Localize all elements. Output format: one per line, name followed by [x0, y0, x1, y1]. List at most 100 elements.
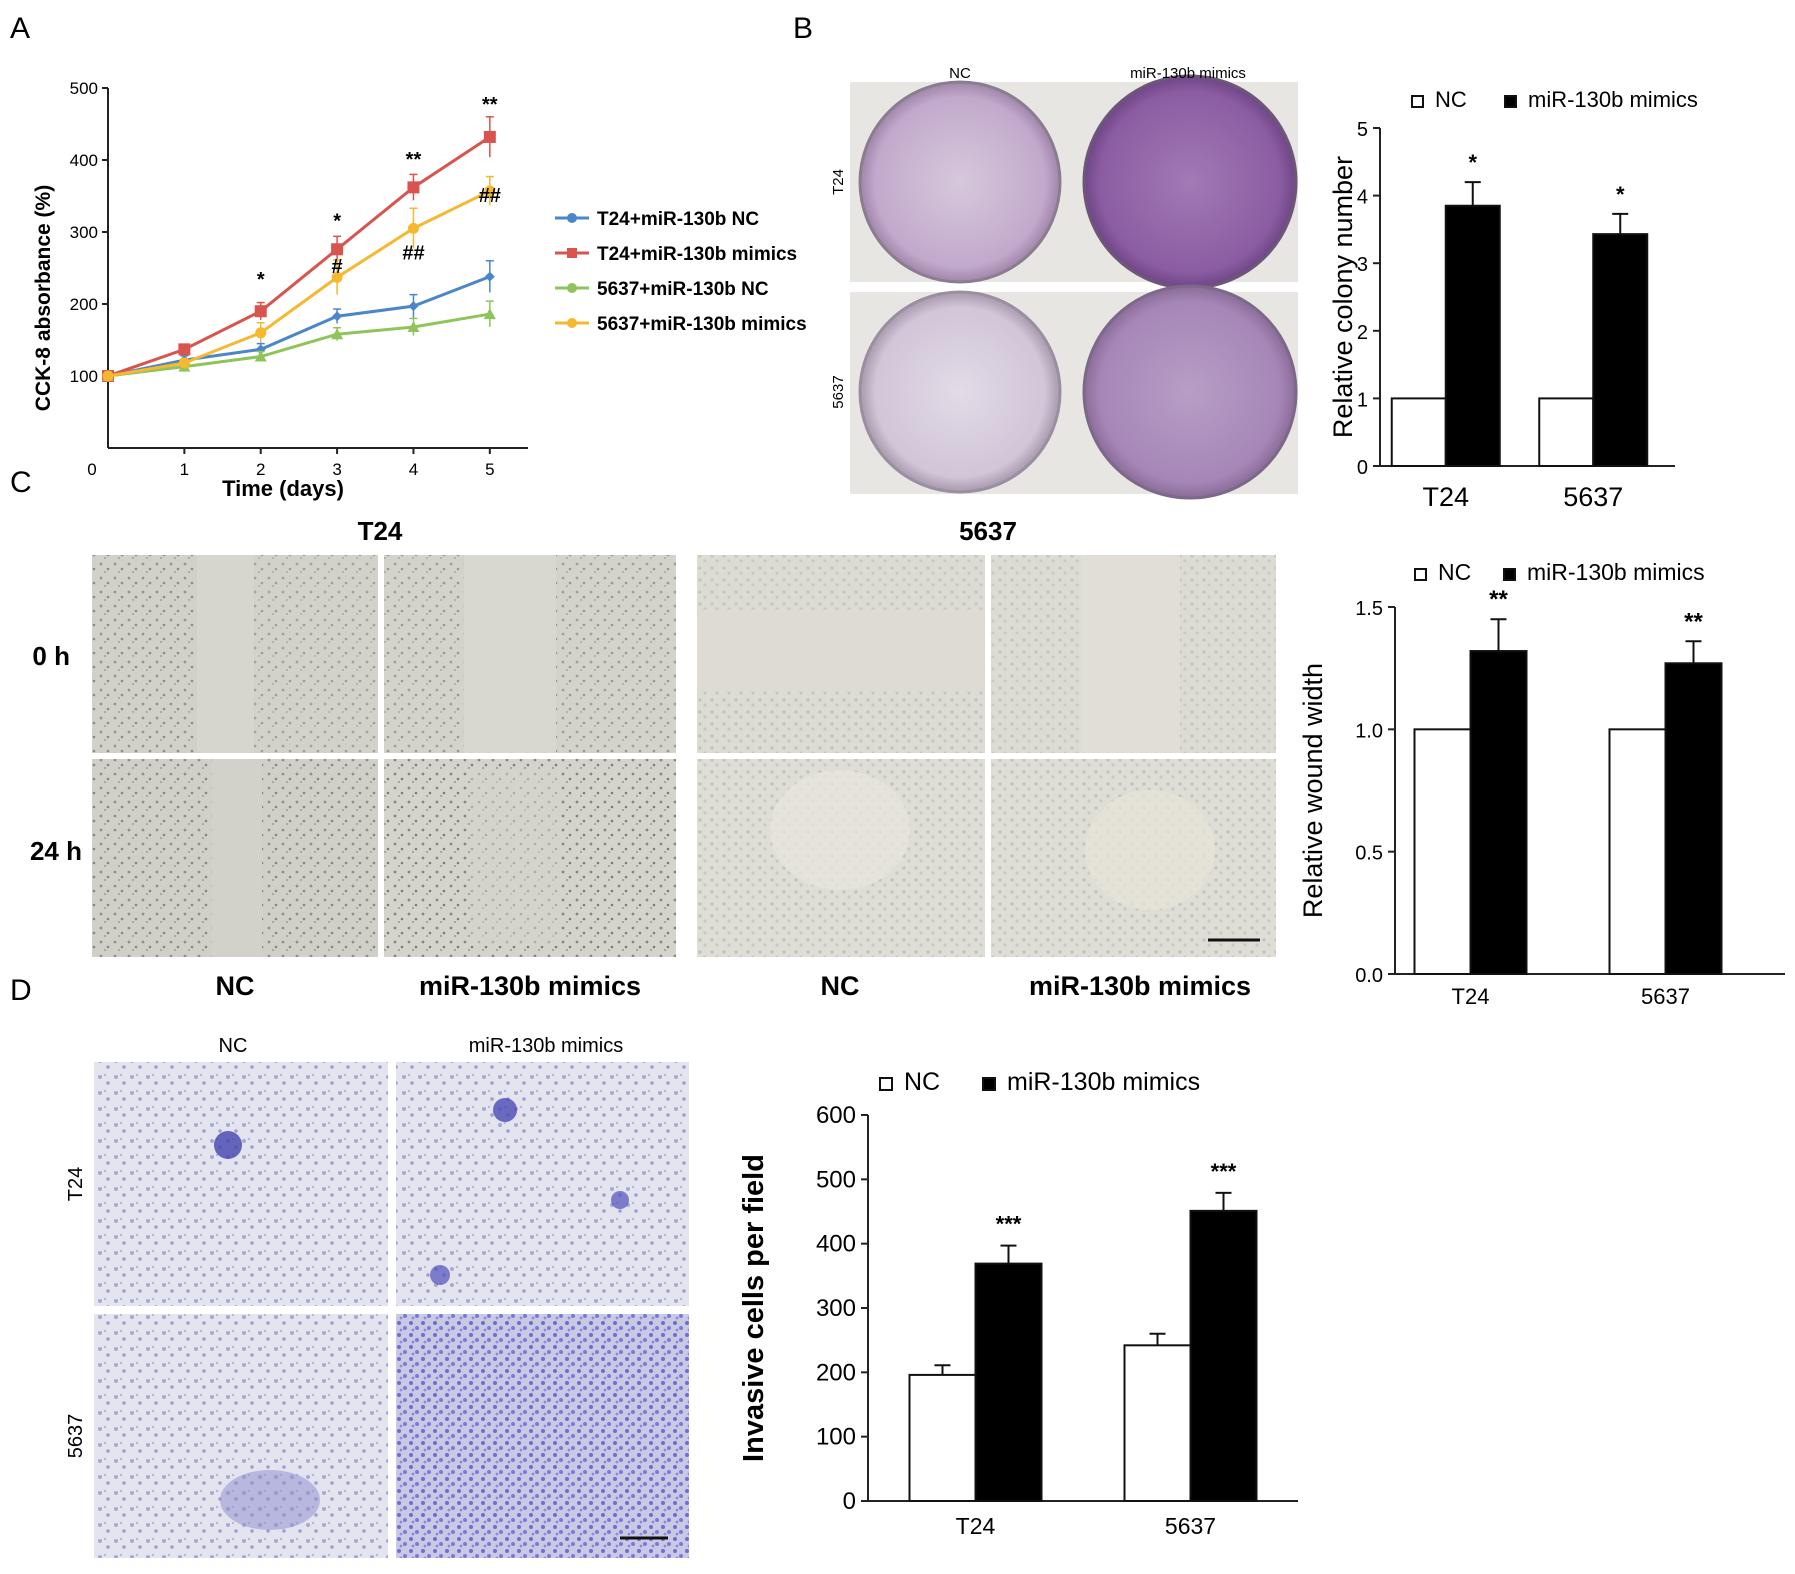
plate-t24-nc	[858, 80, 1062, 284]
cell-lawn-right	[556, 555, 676, 753]
bar	[1664, 662, 1723, 975]
wound-col-label-5637-mimics: miR-130b mimics	[1029, 971, 1251, 1001]
x-tick-label: 4	[409, 460, 418, 479]
cell-lawn-left	[384, 555, 464, 753]
y-tick-label: 0.0	[1355, 965, 1383, 987]
plate-5637-nc	[858, 290, 1062, 494]
data-point	[254, 350, 267, 362]
data-point	[331, 271, 343, 283]
panel-letter-d: D	[10, 974, 32, 1007]
y-tick-label: 2	[1357, 322, 1368, 344]
y-tick-label: 0	[843, 1488, 856, 1515]
plate-col-label-nc: NC	[949, 65, 971, 82]
significance-annotation: *	[257, 269, 265, 291]
significance-annotation: #	[332, 256, 343, 278]
x-category-label: 5637	[1563, 482, 1623, 512]
wound-row-label-0h: 0 h	[32, 641, 70, 671]
bar	[1469, 650, 1528, 975]
data-point	[484, 185, 496, 197]
wound-col-label-5637-nc: NC	[821, 971, 860, 1001]
legend-marker	[567, 213, 577, 223]
bar	[1189, 1209, 1258, 1503]
data-point	[102, 370, 114, 382]
wound-col-label-t24-nc: NC	[216, 971, 255, 1001]
bar	[1592, 233, 1649, 467]
significance-annotation: ##	[402, 242, 424, 264]
wound-col-label-t24-mimics: miR-130b mimics	[419, 971, 641, 1001]
legend-marker	[567, 318, 577, 328]
data-point	[178, 357, 190, 369]
data-point	[407, 222, 419, 234]
invasion-t24-nc	[94, 1062, 388, 1306]
legend-label: NC	[1435, 87, 1467, 112]
cell-cluster	[430, 1265, 450, 1285]
cell-lawn-right	[262, 759, 378, 957]
wound-photos-5637: 5637 NC miR-130b mimics	[697, 516, 1276, 1001]
legend-swatch	[1414, 568, 1427, 581]
y-tick-label: 500	[816, 1166, 856, 1193]
legend-label: miR-130b mimics	[1007, 1068, 1200, 1096]
y-tick-label: 1.0	[1355, 720, 1383, 742]
x-tick-label: 5	[485, 460, 494, 479]
plate-col-label-mimics: miR-130b mimics	[1130, 65, 1246, 82]
y-tick-label: 600	[816, 1102, 856, 1129]
legend-label: miR-130b mimics	[1528, 87, 1698, 112]
bar	[974, 1262, 1043, 1502]
wound-title-5637: 5637	[959, 516, 1017, 546]
y-tick-label: 500	[70, 79, 98, 98]
bar	[1538, 397, 1595, 467]
significance-annotation: **	[1684, 608, 1703, 635]
legend-label: T24+miR-130b NC	[597, 209, 759, 230]
y-tick-label: 3	[1357, 254, 1368, 276]
x-tick-label: 3	[332, 460, 341, 479]
bar	[908, 1373, 977, 1502]
y-tick-label: 4	[1357, 187, 1368, 209]
y-tick-label: 200	[816, 1359, 856, 1386]
y-axis-label: Invasive cells per field	[738, 1154, 770, 1462]
cell-cluster	[214, 1131, 242, 1159]
data-point	[407, 181, 420, 194]
invasion-photos: NC miR-130b mimics T24 5637	[65, 1035, 689, 1558]
legend-label: NC	[904, 1068, 940, 1096]
data-point	[255, 327, 267, 339]
invasion-col-label-nc: NC	[219, 1035, 248, 1057]
series-line	[107, 189, 491, 378]
legend-marker	[567, 248, 577, 258]
legend-label: 5637+miR-130b NC	[597, 279, 769, 300]
chart-b-colony-bar: 0 1 2 3 4 5 Relative colony number T24 * 5637 * NC m…	[1328, 87, 1698, 512]
legend-swatch	[1411, 95, 1424, 108]
significance-annotation: *	[333, 211, 341, 233]
invasion-t24-mimics	[396, 1062, 689, 1306]
wound-gap	[1085, 790, 1215, 910]
cell-cluster	[611, 1191, 629, 1209]
plate-5637-mimics	[1082, 284, 1298, 500]
significance-annotation: **	[406, 149, 422, 171]
wound-gap	[470, 770, 560, 946]
cell-lawn-right	[254, 555, 378, 753]
plate-t24-mimics	[1082, 74, 1298, 290]
x-category-label: T24	[956, 1513, 996, 1539]
plate-row-label-t24: T24	[830, 169, 847, 195]
invasion-5637-mimics	[396, 1314, 689, 1558]
x-tick-label: 2	[256, 460, 265, 479]
legend-swatch	[1503, 568, 1516, 581]
cell-cluster	[493, 1098, 517, 1122]
x-axis-label: Time (days)	[222, 476, 344, 501]
cell-lawn-top	[697, 555, 985, 610]
bar	[1390, 397, 1447, 467]
y-tick-label: 400	[70, 151, 98, 170]
chart-a-cck8-line: 100 200 300 400 500 0 1 2 3 4 5 Time (days) CCK-8 ab…	[32, 79, 807, 501]
legend-swatch	[1504, 95, 1517, 108]
significance-annotation: **	[1489, 586, 1508, 613]
bar	[1444, 204, 1501, 468]
bar	[1413, 728, 1472, 975]
legend-swatch	[982, 1077, 996, 1091]
panel-letter-c: C	[10, 466, 32, 499]
wound-title-t24: T24	[358, 516, 403, 546]
x-tick-label: 0	[87, 460, 96, 479]
y-tick-label: 0	[1357, 457, 1368, 479]
x-category-label: T24	[1452, 984, 1490, 1009]
data-point	[254, 305, 267, 318]
y-tick-label: 200	[70, 295, 98, 314]
significance-annotation: ***	[996, 1212, 1022, 1237]
